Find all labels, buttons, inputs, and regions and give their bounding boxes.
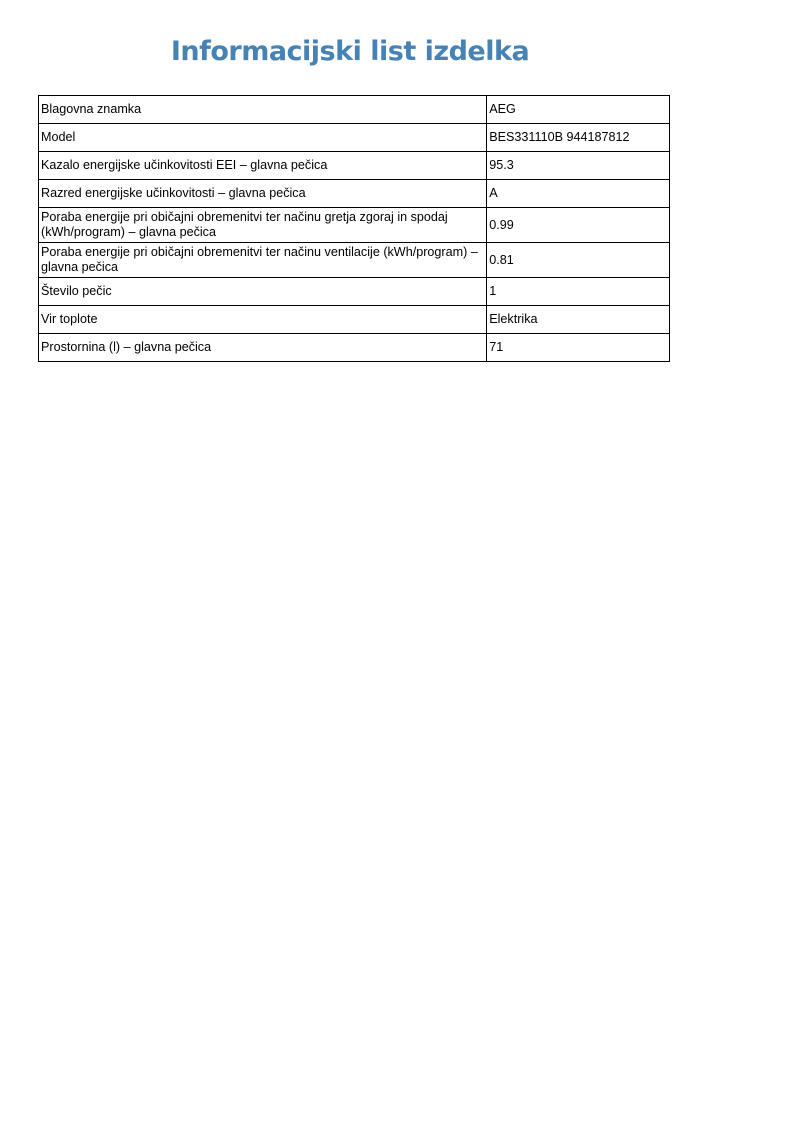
table-row: Blagovna znamka AEG [37,95,670,124]
product-info-table: Blagovna znamka AEG Model BES331110B 944187… [37,95,670,362]
table-row: Poraba energije pri običajni obremenitvi… [37,207,670,243]
row-label: Vir toplote [37,305,488,334]
table-row: Število pečic 1 [37,277,670,306]
row-label: Število pečic [37,277,488,306]
row-label: Poraba energije pri običajni obremenitvi… [37,207,488,243]
row-label: Razred energijske učinkovitosti – glavna… [37,179,488,208]
row-label: Model [37,123,488,152]
row-label: Kazalo energijske učinkovitosti EEI – gl… [37,151,488,180]
row-value: A [486,179,670,208]
table-row: Kazalo energijske učinkovitosti EEI – gl… [37,151,670,180]
row-label: Blagovna znamka [37,95,488,124]
row-value: BES331110B 944187812 [486,123,670,152]
table-row: Vir toplote Elektrika [37,305,670,334]
table-row: Poraba energije pri običajni obremenitvi… [37,242,670,278]
row-label: Prostornina (l) – glavna pečica [37,333,488,362]
table-row: Prostornina (l) – glavna pečica 71 [37,333,670,362]
row-label: Poraba energije pri običajni obremenitvi… [37,242,488,278]
table-row: Model BES331110B 944187812 [37,123,670,152]
table-row: Razred energijske učinkovitosti – glavna… [37,179,670,208]
row-value: 71 [486,333,670,362]
row-value: 1 [486,277,670,306]
page-title: Informacijski list izdelka [170,36,530,67]
row-value: 0.81 [486,242,670,278]
row-value: Elektrika [486,305,670,334]
row-value: 0.99 [486,207,670,243]
row-value: AEG [486,95,670,124]
row-value: 95.3 [486,151,670,180]
